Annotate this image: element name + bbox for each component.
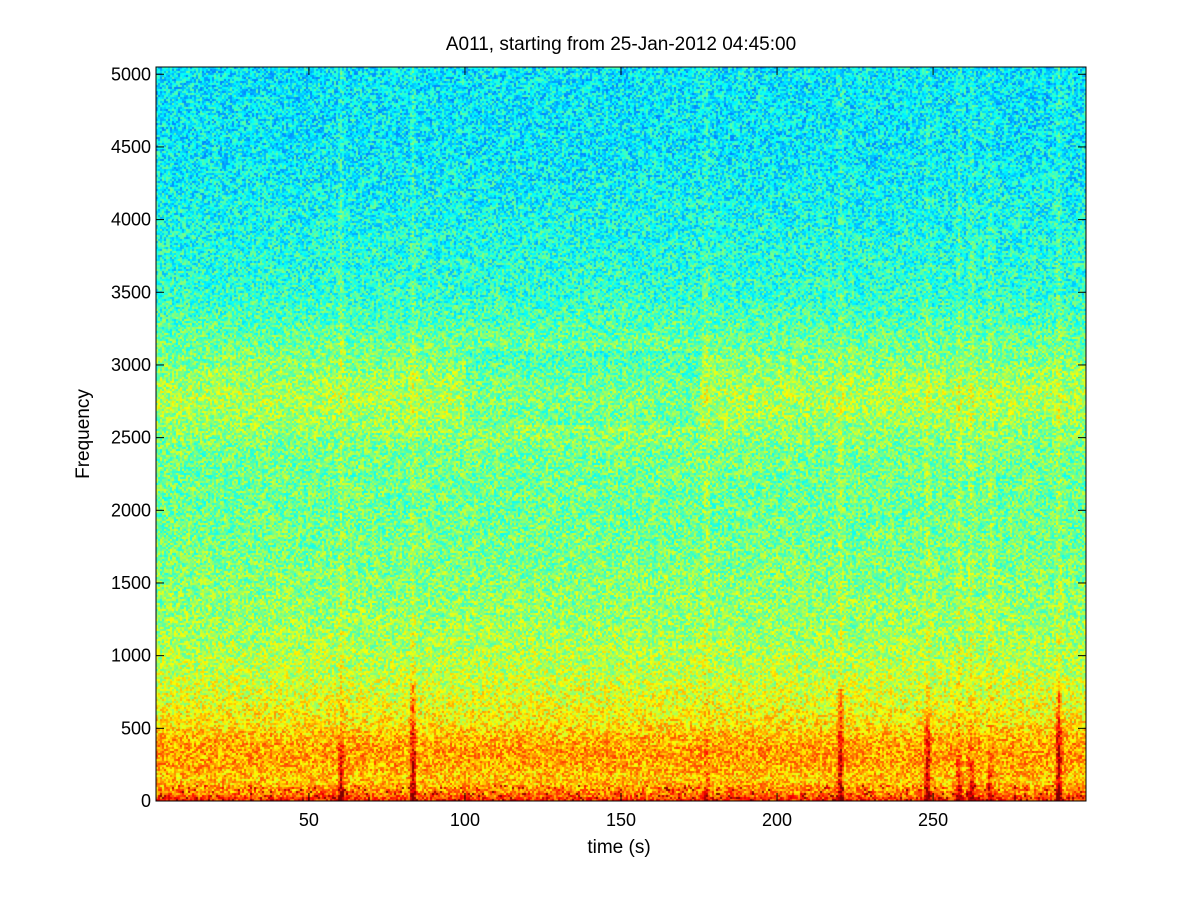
x-axis-label: time (s) — [587, 837, 650, 858]
plot-frame — [155, 66, 1087, 802]
x-tick-label: 250 — [918, 810, 948, 830]
y-tick-label: 3500 — [111, 282, 151, 302]
y-tick-label: 4500 — [111, 137, 151, 157]
y-tick-label: 3000 — [111, 355, 151, 375]
x-tick-label: 50 — [299, 810, 319, 830]
y-tick-label: 4000 — [111, 210, 151, 230]
x-tick-label: 100 — [450, 810, 480, 830]
y-axis-ticks: 0 500 1000 1500 2000 2500 3000 3500 4000 4500 5000 — [111, 64, 1086, 811]
x-tick-label: 150 — [606, 810, 636, 830]
y-tick-label: 5000 — [111, 64, 151, 84]
y-tick-label: 0 — [141, 791, 151, 811]
chart-title: A011, starting from 25-Jan-2012 04:45:00 — [446, 34, 796, 55]
y-tick-label: 2000 — [111, 500, 151, 520]
y-tick-label: 1000 — [111, 646, 151, 666]
y-axis-label: Frequency — [73, 389, 94, 479]
y-tick-label: 1500 — [111, 573, 151, 593]
x-tick-label: 200 — [762, 810, 792, 830]
spectrogram-heatmap — [156, 67, 1086, 801]
y-tick-label: 2500 — [111, 428, 151, 448]
y-tick-label: 500 — [121, 718, 151, 738]
x-axis-ticks: 50 100 150 200 250 — [299, 67, 948, 830]
